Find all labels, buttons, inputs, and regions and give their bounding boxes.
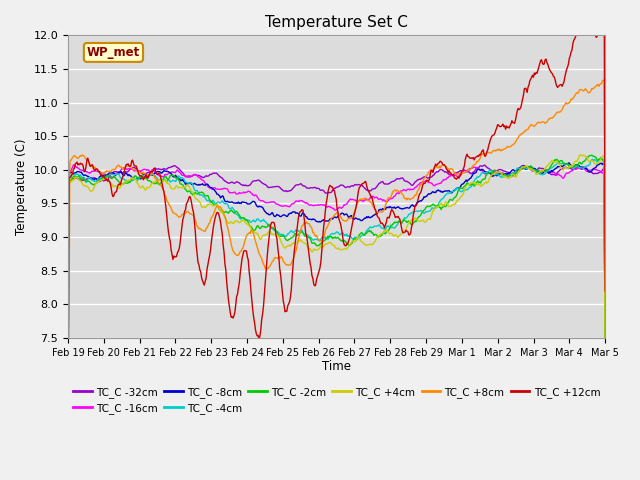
TC_C -8cm <box>602 385 609 391</box>
TC_C -32cm <box>64 399 72 405</box>
TC_C -16cm <box>70 162 77 168</box>
TC_C -8cm <box>202 181 210 187</box>
TC_C +12cm <box>423 177 431 183</box>
TC_C -16cm <box>160 174 168 180</box>
Line: TC_C -8cm: TC_C -8cm <box>68 163 605 396</box>
TC_C -8cm <box>159 168 167 174</box>
TC_C +8cm <box>600 77 608 83</box>
TC_C -16cm <box>381 198 389 204</box>
TC_C +12cm <box>381 225 388 231</box>
TC_C -32cm <box>602 390 609 396</box>
TC_C +4cm <box>423 217 431 223</box>
TC_C +4cm <box>577 152 585 158</box>
TC_C -4cm <box>381 227 388 233</box>
TC_C -4cm <box>64 394 72 400</box>
TC_C +4cm <box>159 179 167 185</box>
TC_C -16cm <box>308 202 316 208</box>
TC_C +4cm <box>307 248 315 253</box>
Line: TC_C +4cm: TC_C +4cm <box>68 155 605 403</box>
Line: TC_C +12cm: TC_C +12cm <box>68 15 605 400</box>
TC_C +8cm <box>202 226 210 231</box>
TC_C +12cm <box>307 264 315 270</box>
TC_C +8cm <box>468 164 476 169</box>
TC_C +8cm <box>307 224 315 229</box>
TC_C -8cm <box>64 393 72 399</box>
TC_C -2cm <box>381 230 388 236</box>
TC_C +12cm <box>600 12 608 18</box>
TC_C -16cm <box>470 165 477 170</box>
TC_C -32cm <box>307 185 315 191</box>
Title: Temperature Set C: Temperature Set C <box>265 15 408 30</box>
TC_C +8cm <box>381 206 388 212</box>
TC_C -16cm <box>602 394 609 400</box>
TC_C -16cm <box>64 391 72 397</box>
TC_C -8cm <box>468 172 476 178</box>
TC_C -2cm <box>307 238 315 243</box>
TC_C -8cm <box>423 193 431 199</box>
TC_C -2cm <box>468 181 476 187</box>
TC_C -4cm <box>159 177 167 183</box>
TC_C -2cm <box>423 204 431 209</box>
TC_C -4cm <box>423 209 431 215</box>
TC_C +12cm <box>159 186 167 192</box>
TC_C -8cm <box>381 206 388 212</box>
TC_C -2cm <box>602 386 609 392</box>
TC_C -32cm <box>480 162 488 168</box>
TC_C +4cm <box>64 400 72 406</box>
TC_C +4cm <box>602 383 609 389</box>
TC_C -2cm <box>159 177 167 183</box>
TC_C -32cm <box>423 174 431 180</box>
TC_C -2cm <box>202 193 210 199</box>
TC_C -16cm <box>203 182 211 188</box>
TC_C -8cm <box>307 216 315 222</box>
Text: WP_met: WP_met <box>87 46 140 59</box>
TC_C -32cm <box>159 167 167 172</box>
TC_C -32cm <box>381 181 388 187</box>
Line: TC_C -4cm: TC_C -4cm <box>68 158 605 397</box>
TC_C +12cm <box>468 156 476 161</box>
Line: TC_C -2cm: TC_C -2cm <box>68 155 605 399</box>
TC_C -4cm <box>602 384 609 390</box>
TC_C -4cm <box>202 197 210 203</box>
TC_C +8cm <box>159 187 167 192</box>
TC_C +12cm <box>64 397 72 403</box>
Y-axis label: Temperature (C): Temperature (C) <box>15 138 28 235</box>
Line: TC_C +8cm: TC_C +8cm <box>68 80 605 480</box>
TC_C +8cm <box>602 267 609 273</box>
TC_C +4cm <box>202 204 210 209</box>
TC_C -16cm <box>424 179 431 184</box>
X-axis label: Time: Time <box>322 360 351 373</box>
Line: TC_C -16cm: TC_C -16cm <box>68 165 605 397</box>
TC_C +4cm <box>381 228 388 233</box>
Line: TC_C -32cm: TC_C -32cm <box>68 165 605 402</box>
TC_C +12cm <box>202 275 210 281</box>
TC_C -32cm <box>202 173 210 179</box>
TC_C +4cm <box>468 180 476 186</box>
TC_C -32cm <box>468 170 476 176</box>
TC_C -4cm <box>307 235 315 240</box>
Legend: TC_C -32cm, TC_C -16cm, TC_C -8cm, TC_C -4cm, TC_C -2cm, TC_C +4cm, TC_C +8cm, T: TC_C -32cm, TC_C -16cm, TC_C -8cm, TC_C … <box>68 383 604 418</box>
TC_C -2cm <box>64 396 72 402</box>
TC_C -4cm <box>597 156 605 161</box>
TC_C +12cm <box>602 288 609 294</box>
TC_C -8cm <box>600 160 608 166</box>
TC_C -2cm <box>588 152 596 158</box>
TC_C +8cm <box>423 172 431 178</box>
TC_C -4cm <box>468 181 476 187</box>
